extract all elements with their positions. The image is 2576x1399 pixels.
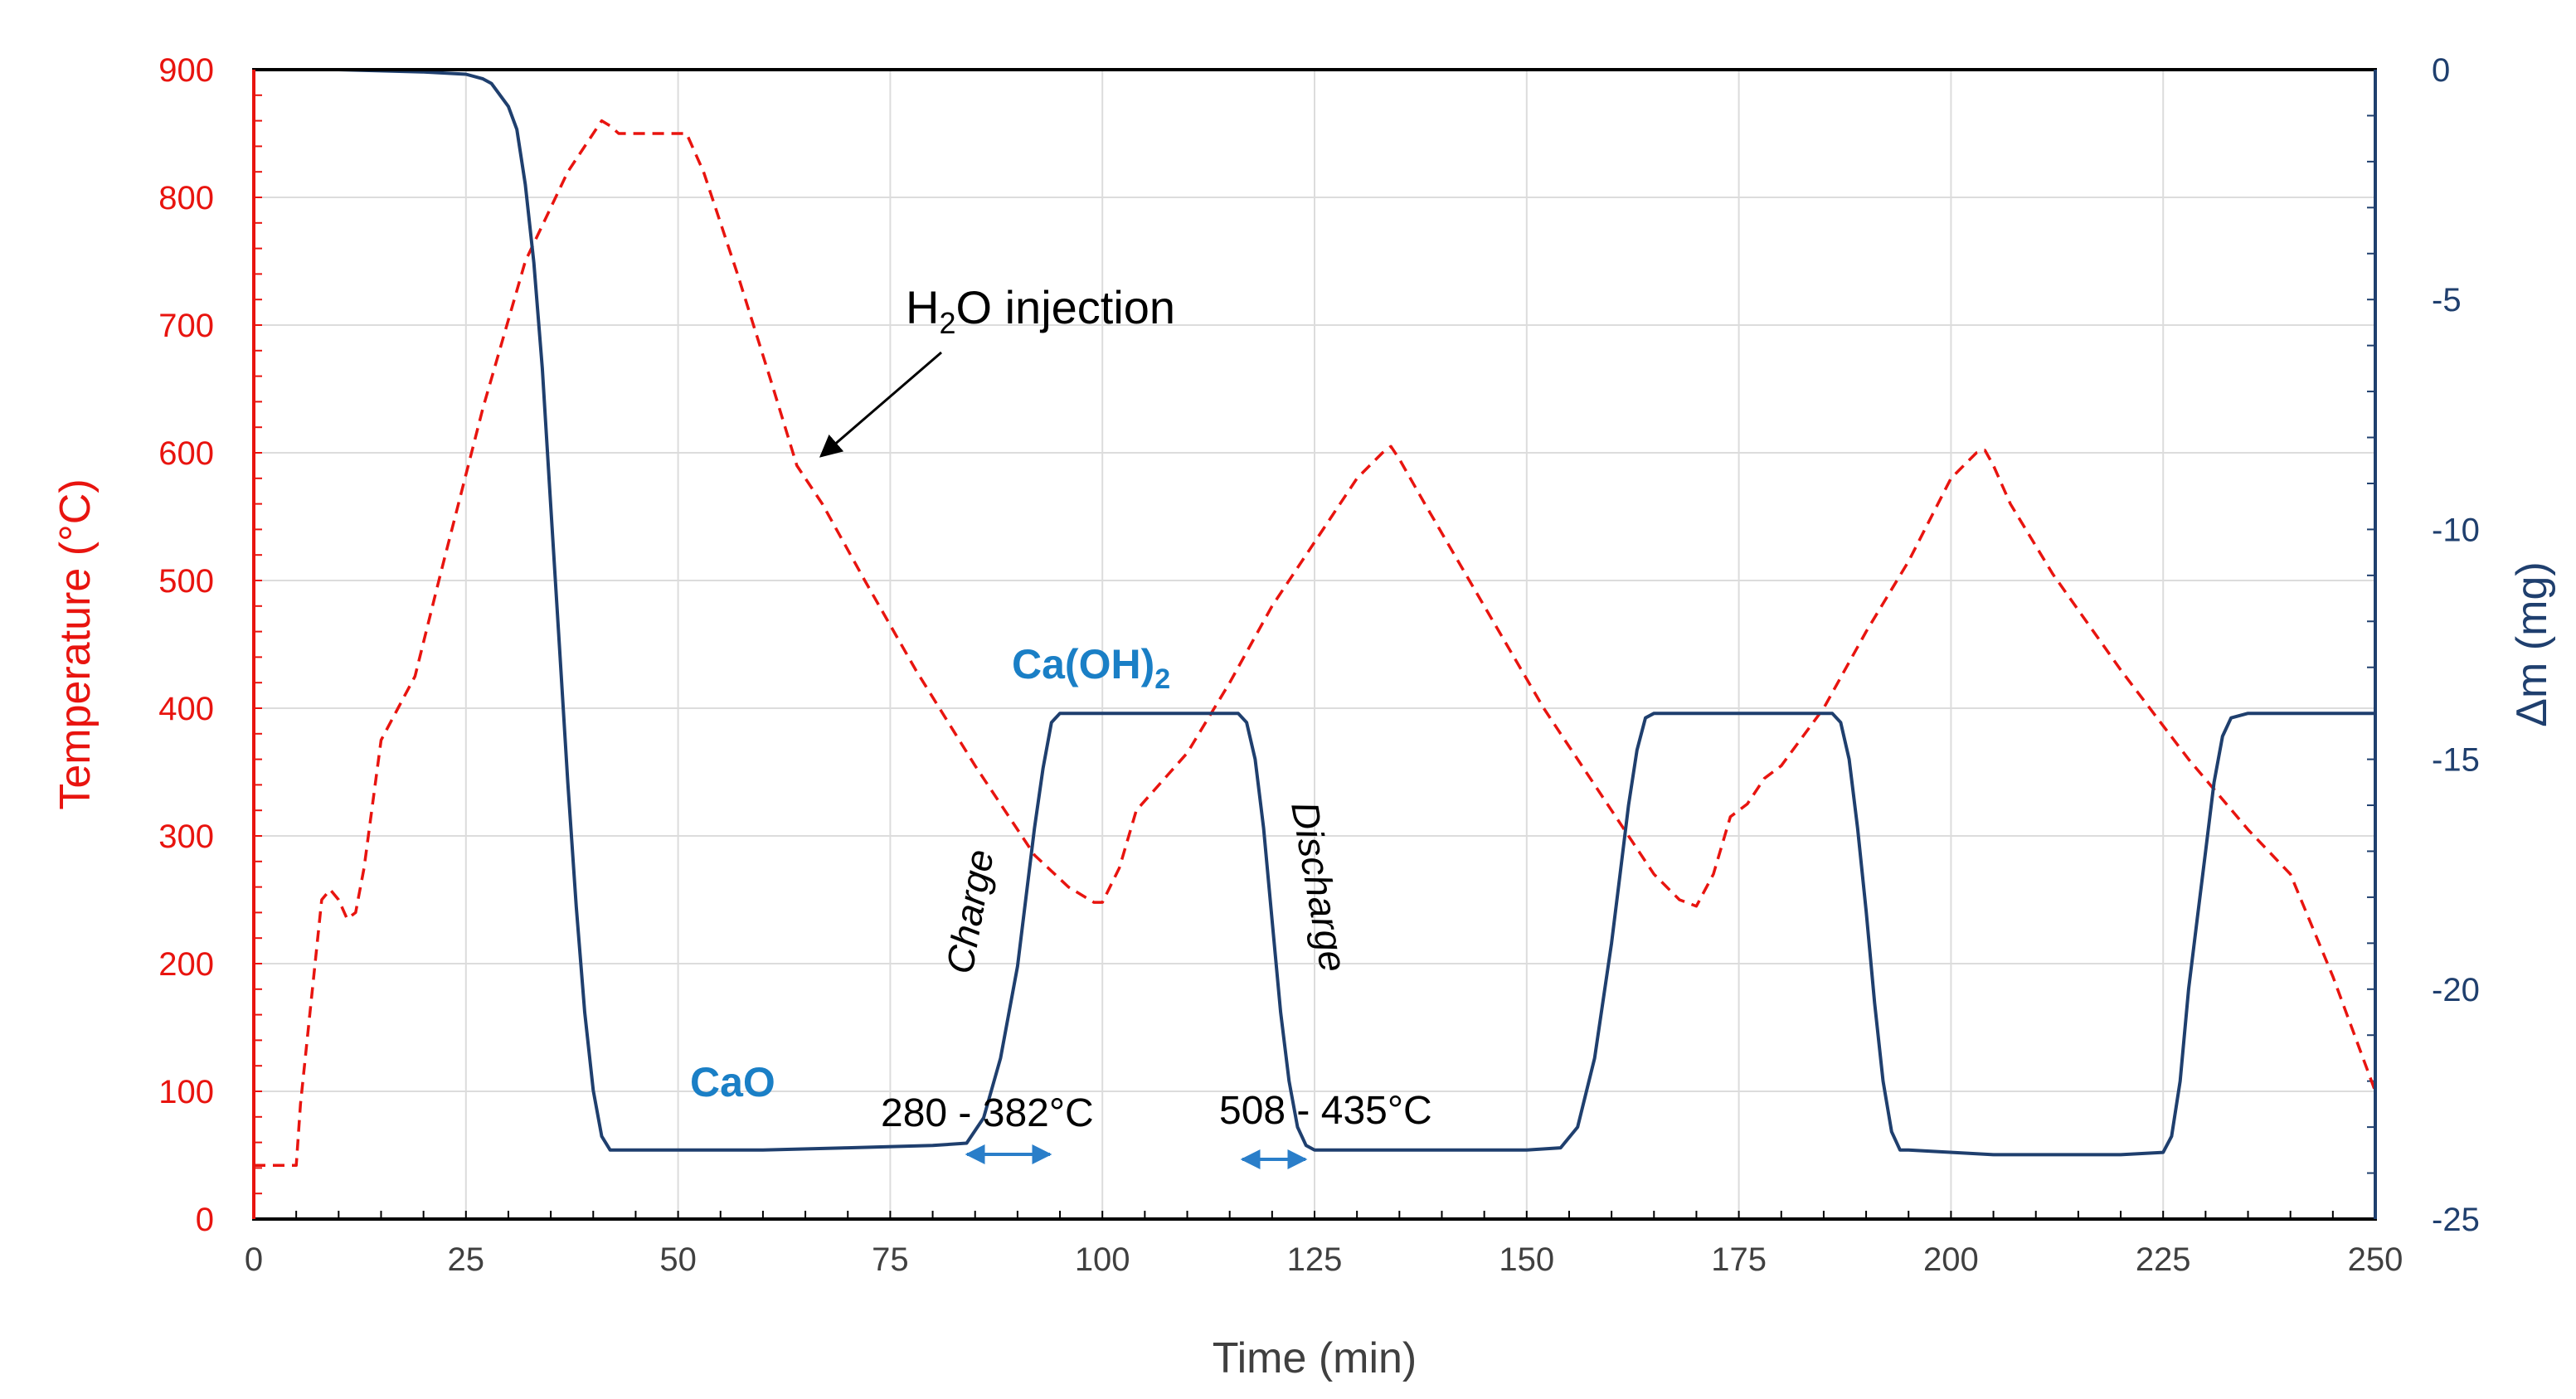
right-tick-labels: 0 -5 -10 -15 -20 -25: [2432, 52, 2480, 1238]
label-discharge: Discharge: [1283, 799, 1355, 975]
label-caoh2: Ca(OH)2: [1012, 641, 1170, 695]
left-tick-label-0: 0: [196, 1202, 214, 1238]
right-axis-title: Δm (mg): [2508, 561, 2556, 726]
label-charge: Charge: [938, 846, 1002, 977]
right-tick-label-3: -15: [2432, 742, 2480, 779]
left-tick-label-8: 800: [158, 180, 214, 216]
right-tick-label-1: -5: [2432, 282, 2462, 318]
right-tick-label-4: -20: [2432, 972, 2480, 1008]
grid-lines: [253, 69, 2376, 1220]
h2o-injection-arrow: [819, 351, 942, 458]
x-tick-label-0: 0: [245, 1241, 263, 1278]
x-tick-label-1: 25: [448, 1241, 485, 1278]
left-tick-label-6: 600: [158, 435, 214, 472]
x-tick-label-7: 175: [1711, 1241, 1767, 1278]
left-tick-label-9: 900: [158, 52, 214, 89]
caoh2-main: Ca(OH): [1012, 641, 1154, 687]
x-tick-label-10: 250: [2348, 1241, 2403, 1278]
h2o-prefix: H: [906, 281, 939, 333]
left-tick-label-4: 400: [158, 691, 214, 727]
right-tick-label-0: 0: [2432, 52, 2450, 89]
right-tick-label-5: -25: [2432, 1202, 2480, 1238]
series-mass-change-line: [254, 68, 2375, 1157]
x-tick-label-9: 225: [2136, 1241, 2191, 1278]
series-temperature-line: [254, 119, 2377, 1168]
left-tick-label-7: 700: [158, 308, 214, 344]
left-tick-labels: 0 100 200 300 400 500 600 700 800 900: [158, 52, 214, 1238]
caoh2-subscript: 2: [1154, 663, 1170, 695]
right-tick-label-2: -10: [2432, 512, 2480, 548]
x-tick-label-2: 50: [659, 1241, 697, 1278]
range-charge-temp: 280 - 382°C: [881, 1091, 1094, 1135]
left-tick-label-5: 500: [158, 563, 214, 600]
h2o-suffix: O injection: [955, 281, 1175, 333]
x-tick-labels: 0 25 50 75 100 125 150 175 200 225 250: [245, 1241, 2403, 1278]
label-cao: CaO: [690, 1059, 775, 1105]
x-axis-title: Time (min): [1213, 1334, 1417, 1382]
x-tick-label-8: 200: [1923, 1241, 1979, 1278]
x-tick-label-4: 100: [1075, 1241, 1130, 1278]
h2o-subscript: 2: [939, 306, 955, 340]
x-tick-label-5: 125: [1287, 1241, 1343, 1278]
x-tick-label-6: 150: [1499, 1241, 1554, 1278]
left-tick-label-2: 200: [158, 946, 214, 983]
series-layer: [254, 68, 2377, 1168]
left-tick-label-1: 100: [158, 1074, 214, 1110]
left-axis-title: Temperature (°C): [51, 478, 100, 809]
annotation-h2o-injection: H2O injection: [906, 281, 1175, 340]
x-tick-label-3: 75: [872, 1241, 909, 1278]
left-tick-label-3: 300: [158, 819, 214, 855]
range-discharge-temp: 508 - 435°C: [1219, 1089, 1432, 1133]
